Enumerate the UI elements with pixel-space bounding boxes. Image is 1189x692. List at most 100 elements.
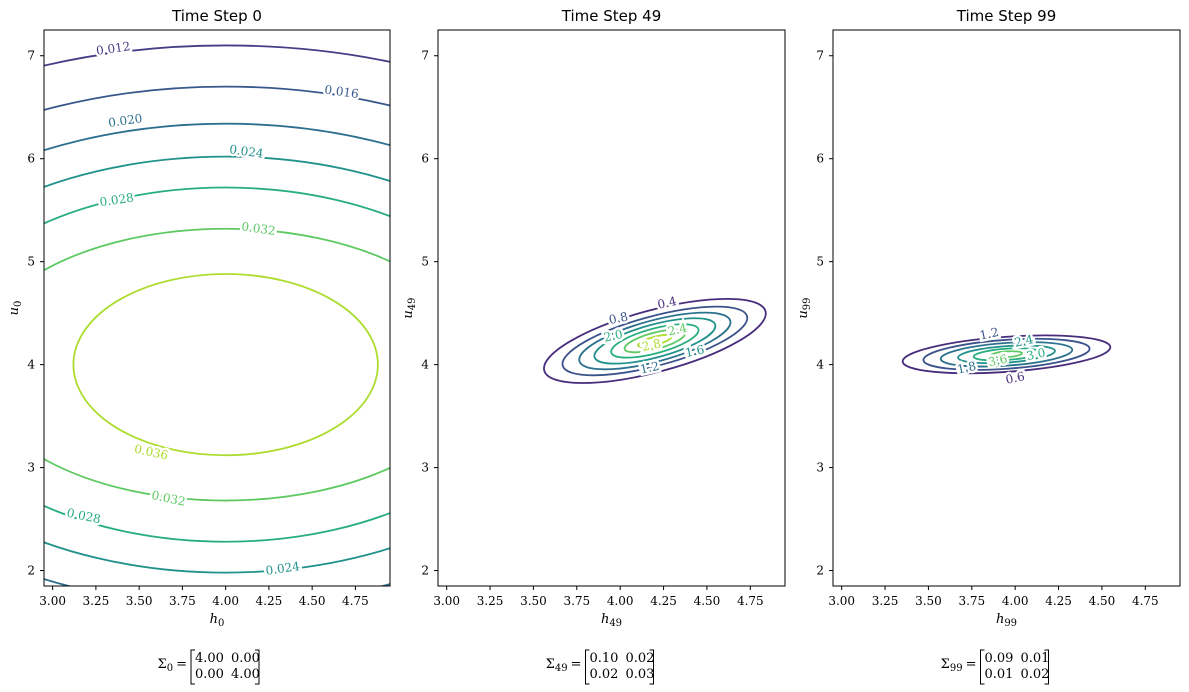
matrix-bracket-right: [255, 649, 260, 685]
y-tick-label: 4: [816, 358, 824, 372]
y-tick-label: 4: [421, 358, 429, 372]
covariance-label: Σ49 =: [546, 657, 582, 674]
contour-label: 0.020: [107, 111, 143, 130]
x-tick-label: 4.25: [650, 594, 677, 608]
x-tick-label: 3.50: [126, 594, 153, 608]
contour-label: 1.8: [956, 359, 978, 377]
x-tick-label: 3.50: [915, 594, 942, 608]
contour-label: 0.028: [99, 191, 135, 210]
contour-label: 2.8: [641, 336, 663, 354]
y-tick-label: 4: [27, 358, 35, 372]
contour-label: 1.2: [639, 359, 661, 377]
contour-line: [72, 273, 379, 457]
y-tick-label: 3: [816, 461, 824, 475]
y-tick-label: 2: [421, 564, 429, 578]
y-tick-label: 3: [421, 461, 429, 475]
contour-line: [939, 341, 1074, 368]
y-axis-label: u49: [401, 297, 418, 318]
x-tick-label: 3.00: [433, 594, 460, 608]
y-tick-label: 6: [816, 152, 824, 166]
contour-line: [44, 44, 390, 67]
panel-2: 0.6 1.21.8 2.43.0 3.6 Time Step 99 3.00 3.25 3.…: [796, 7, 1181, 685]
x-tick-label: 4.50: [1089, 594, 1116, 608]
x-tick-label: 4.00: [212, 594, 239, 608]
contour-line: [901, 334, 1112, 375]
x-tick-label: 3.50: [520, 594, 547, 608]
y-tick-label: 2: [816, 564, 824, 578]
x-tick-label: 4.75: [342, 594, 369, 608]
contour-label: 1.6: [684, 342, 706, 360]
matrix-cell: 0.09: [985, 651, 1014, 666]
matrix-cell: 0.00: [195, 667, 224, 682]
matrix-cell: 4.00: [231, 667, 260, 682]
contour-area: 0.4 0.8 1.2 1.6 2.0 2.42.8: [543, 291, 767, 384]
y-tick-label: 5: [27, 255, 35, 269]
x-tick-label: 3.75: [958, 594, 985, 608]
y-tick-label: 7: [27, 49, 35, 63]
contour-label: 1.2: [978, 325, 1000, 343]
x-tick-label: 4.00: [607, 594, 634, 608]
x-axis-label: h99: [996, 612, 1017, 629]
matrix-bracket-left: [190, 649, 195, 685]
x-tick-label: 3.75: [169, 594, 196, 608]
y-axis-label: u0: [7, 301, 24, 316]
contour-label: 0.012: [95, 39, 131, 58]
matrix-cell: 0.02: [626, 651, 655, 666]
contour-line: [578, 311, 732, 371]
matrix-cell: 0.01: [985, 667, 1014, 682]
contour-line: [623, 328, 687, 354]
x-tick-label: 4.25: [1045, 594, 1072, 608]
axes-frame: [43, 29, 391, 587]
contour-label: 0.028: [66, 506, 103, 527]
x-tick-label: 4.50: [694, 594, 721, 608]
panel-title: Time Step 99: [956, 7, 1057, 25]
x-tick-label: 3.00: [828, 594, 855, 608]
contour-line: [44, 122, 390, 586]
x-tick-label: 4.50: [299, 594, 326, 608]
axes-frame: [437, 29, 786, 587]
y-tick-label: 6: [421, 152, 429, 166]
y-tick-label: 2: [27, 564, 35, 578]
contour-label: 0.6: [1004, 369, 1026, 387]
panel-title: Time Step 0: [171, 7, 262, 25]
panel-0: 0.012 0.016 0.020 0.024 0.028 0.032 0.036 0.032…: [7, 7, 391, 685]
covariance-matrix: Σ99 = 0.09 0.010.01 0.02: [941, 649, 1050, 685]
covariance-label: Σ99 =: [941, 657, 977, 674]
x-tick-label: 3.00: [39, 594, 66, 608]
covariance-label: Σ0 =: [158, 657, 187, 674]
x-tick-label: 4.00: [1002, 594, 1029, 608]
contour-label: 3.0: [1025, 346, 1047, 364]
x-tick-label: 4.25: [256, 594, 283, 608]
contour-area: 0.012 0.016 0.020 0.024 0.028 0.032 0.036 0.032…: [44, 37, 390, 586]
contour-label: 0.016: [324, 82, 360, 101]
contour-line: [637, 334, 673, 348]
x-tick-label: 3.25: [872, 594, 899, 608]
x-axis-label: h0: [210, 612, 225, 629]
axes-frame: [832, 29, 1181, 587]
y-tick-label: 5: [816, 255, 824, 269]
matrix-bracket-right: [1044, 649, 1049, 685]
y-tick-label: 5: [421, 255, 429, 269]
contour-line: [957, 344, 1056, 365]
x-tick-label: 3.25: [477, 594, 504, 608]
contour-line: [44, 155, 390, 574]
matrix-cell: 0.01: [1021, 651, 1050, 666]
contour-area: 0.6 1.21.8 2.43.0 3.6: [901, 322, 1112, 389]
y-tick-label: 7: [816, 49, 824, 63]
x-axis-label: h49: [601, 612, 622, 629]
panel-title: Time Step 49: [561, 7, 662, 25]
contour-line: [44, 186, 390, 543]
x-tick-label: 3.25: [83, 594, 110, 608]
y-tick-label: 7: [421, 49, 429, 63]
contour-line: [922, 337, 1091, 371]
contour-label: 0.4: [656, 294, 678, 312]
contour-line: [593, 317, 717, 365]
covariance-matrix: Σ0 = 4.00 0.000.00 4.00: [158, 649, 260, 685]
covariance-matrix: Σ49 = 0.10 0.020.02 0.03: [546, 649, 655, 685]
matrix-cell: 0.00: [231, 651, 260, 666]
matrix-bracket-left: [585, 649, 590, 685]
contour-line: [561, 305, 749, 377]
x-tick-label: 4.75: [737, 594, 764, 608]
contour-label: 2.4: [1013, 332, 1035, 350]
